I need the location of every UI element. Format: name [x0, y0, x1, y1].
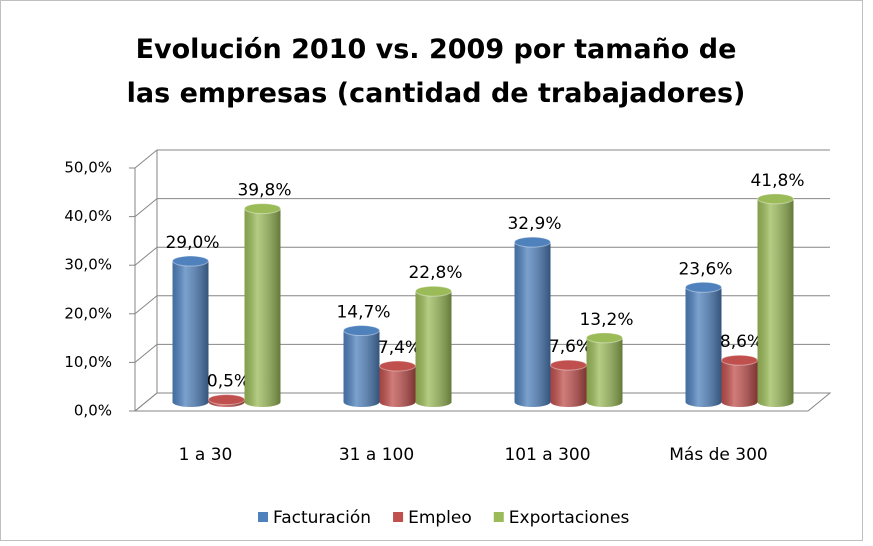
- bar-top: [514, 236, 551, 248]
- bar-shade: [721, 360, 758, 407]
- data-label: 32,9%: [507, 214, 561, 234]
- data-label: 0,5%: [207, 372, 250, 392]
- data-label: 7,4%: [378, 338, 421, 358]
- data-label: 23,6%: [678, 259, 732, 279]
- legend-swatch: [493, 512, 504, 522]
- bar-shade: [172, 261, 209, 407]
- bar-shade: [244, 208, 281, 407]
- bar-top: [685, 281, 722, 293]
- bar-shade: [343, 330, 380, 407]
- bar-top: [172, 255, 209, 267]
- data-label: 41,8%: [750, 171, 804, 191]
- grid-line: [134, 295, 830, 315]
- bar-shade: [514, 242, 551, 407]
- x-tick-label: 1 a 30: [179, 445, 233, 465]
- data-label: 14,7%: [336, 303, 390, 323]
- bar-top: [586, 332, 623, 344]
- legend-label: Exportaciones: [509, 508, 630, 528]
- bar-shade: [415, 291, 452, 407]
- data-label: 39,8%: [237, 181, 291, 201]
- y-tick-label: 10,0%: [64, 353, 112, 371]
- bar-top: [757, 193, 794, 205]
- bar-top: [379, 360, 416, 372]
- bar-top: [343, 325, 380, 337]
- x-tick-label: 101 a 300: [504, 445, 590, 465]
- grid-line: [134, 246, 830, 266]
- data-label: 29,0%: [165, 233, 219, 253]
- legend-label: Facturación: [273, 508, 371, 528]
- bar-top: [415, 285, 452, 297]
- bar-top: [208, 394, 245, 406]
- bar-top: [721, 354, 758, 366]
- grid-line: [134, 198, 830, 217]
- bar-shade: [757, 198, 794, 407]
- bar-shade: [550, 365, 587, 407]
- y-tick-label: 0,0%: [74, 402, 112, 420]
- y-tick-label: 50,0%: [64, 159, 112, 177]
- bar-top: [244, 203, 281, 215]
- y-tick-label: 20,0%: [64, 304, 112, 322]
- chart-frame: [0, 0, 863, 541]
- bar-shade: [379, 366, 416, 407]
- bar-shade: [685, 287, 722, 407]
- y-tick-label: 40,0%: [64, 207, 112, 225]
- data-label: 22,8%: [408, 263, 462, 283]
- y-tick-label: 30,0%: [64, 256, 112, 274]
- chart-title: Evolución 2010 vs. 2009 por tamaño de las…: [127, 34, 746, 109]
- data-label: 8,6%: [720, 332, 763, 352]
- x-tick-label: 31 a 100: [339, 445, 414, 465]
- grid-line: [134, 149, 830, 169]
- data-label: 7,6%: [549, 337, 592, 357]
- data-label: 13,2%: [579, 310, 633, 330]
- legend-swatch: [258, 512, 268, 522]
- x-tick-label: Más de 300: [669, 445, 767, 465]
- bar-top: [550, 359, 587, 371]
- legend-swatch: [393, 512, 404, 522]
- bar-shade: [586, 337, 623, 407]
- legend-label: Empleo: [408, 508, 472, 528]
